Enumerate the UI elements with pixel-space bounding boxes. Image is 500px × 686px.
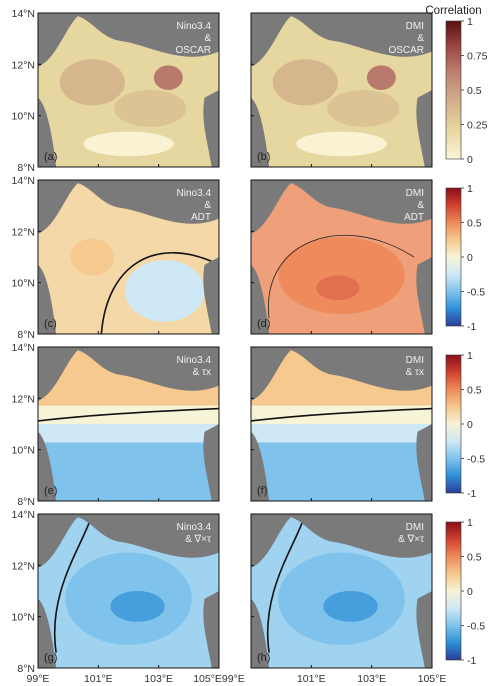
panel-label: (e) (44, 485, 57, 497)
panel-title-line: & ∇×τ (185, 534, 211, 545)
panel-title-line: ADT (404, 212, 424, 223)
colorbar-tick-label: -0.5 (467, 287, 485, 299)
y-tick-label: 8°N (17, 496, 35, 508)
x-tick-label: 105°E (418, 673, 447, 685)
colorbar-tick-label: 1 (467, 517, 473, 529)
panel-d: DMI&ADT (d) (250, 179, 433, 335)
colorbar: 1 0.75 0.5 0.25 0 Correlation (425, 5, 487, 166)
panel-title-line: & ∇×τ (398, 534, 424, 545)
panel-b: DMI&OSCAR (b) (250, 12, 433, 168)
panel-title-line: OSCAR (175, 45, 211, 56)
colorbar-title: Correlation (425, 5, 481, 17)
colorbar-tick-label: 1 (467, 16, 473, 28)
panel-title-line: OSCAR (388, 45, 424, 56)
colorbar: 1 0.5 0 -0.5 -1 (445, 183, 485, 333)
panel-frame (250, 12, 433, 168)
panel-a: Nino3.4&OSCAR (a) (37, 12, 220, 168)
x-tick-label: 99°E (27, 673, 50, 685)
panel-title-line: & (204, 33, 211, 44)
y-tick-label: 10°N (12, 445, 35, 457)
panel-title-line: Nino3.4 (177, 188, 212, 199)
x-tick-label: 101°E (297, 673, 326, 685)
y-tick-label: 14°N (12, 8, 35, 20)
panel-frame (37, 346, 220, 502)
colorbar-tick-label: -0.5 (467, 621, 485, 633)
colorbar-tick-label: 0.5 (467, 552, 482, 564)
y-tick-label: 14°N (12, 175, 35, 187)
y-tick-label: 12°N (12, 226, 35, 238)
x-tick-label: 103°E (357, 673, 386, 685)
colorbar: 1 0.5 0 -0.5 -1 (445, 517, 485, 667)
panel-label: (d) (257, 318, 270, 330)
x-tick-label: 105°E99°E (193, 673, 245, 685)
colorbar-tick-label: -0.5 (467, 454, 485, 466)
y-tick-label: 12°N (12, 59, 35, 71)
y-tick-label: 8°N (17, 329, 35, 341)
panel-frame (250, 179, 433, 335)
panel-title-line: Nino3.4 (177, 355, 212, 366)
colorbar-tick-label: 0.75 (467, 51, 488, 63)
y-tick-label: 14°N (12, 509, 35, 521)
panel-title-line: DMI (406, 188, 424, 199)
y-tick-label: 12°N (12, 393, 35, 405)
panel-title-line: & (204, 200, 211, 211)
colorbar-tick-label: 0.25 (467, 120, 488, 132)
colorbar-tick-label: -1 (467, 321, 476, 333)
colorbar-tick-label: 1 (467, 183, 473, 195)
panel-title-line: & τx (193, 367, 211, 378)
panel-title-line: Nino3.4 (177, 522, 212, 533)
panel-f: DMI& τx (f) (250, 346, 433, 502)
colorbar-tick-label: 0 (467, 154, 473, 166)
panel-title-line: & τx (406, 367, 424, 378)
y-tick-label: 10°N (12, 612, 35, 624)
panel-title-line: ADT (191, 212, 211, 223)
panel-h: DMI& ∇×τ (h) (250, 513, 433, 669)
panel-label: (c) (44, 318, 57, 330)
colorbar-tick-label: 0.5 (467, 385, 482, 397)
panel-label: (h) (257, 652, 270, 664)
panel-e: Nino3.4& τx (e) (37, 346, 220, 502)
colorbar-tick-label: 0.5 (467, 218, 482, 230)
panel-c: Nino3.4&ADT (c) (37, 179, 220, 335)
colorbar-tick-label: -1 (467, 488, 476, 500)
panel-frame (37, 179, 220, 335)
panel-frame (250, 513, 433, 669)
panel-title-line: Nino3.4 (177, 21, 212, 32)
panel-label: (a) (44, 151, 57, 163)
panel-frame (37, 513, 220, 669)
y-tick-label: 8°N (17, 663, 35, 675)
x-tick-label: 103°E (144, 673, 173, 685)
panel-title-line: DMI (406, 21, 424, 32)
panel-title-line: & (417, 200, 424, 211)
colorbar-tick-label: 0 (467, 419, 473, 431)
panel-frame (37, 12, 220, 168)
panel-title-line: & (417, 33, 424, 44)
panel-label: (b) (257, 151, 270, 163)
panel-frame (250, 346, 433, 502)
x-tick-label: 101°E (84, 673, 113, 685)
y-tick-label: 10°N (12, 278, 35, 290)
colorbar-tick-label: 0 (467, 586, 473, 598)
colorbar-tick-label: -1 (467, 655, 476, 667)
panel-label: (g) (44, 652, 57, 664)
panel-label: (f) (257, 485, 267, 497)
colorbar: 1 0.5 0 -0.5 -1 (445, 350, 485, 500)
colorbar-tick-label: 0 (467, 252, 473, 264)
y-tick-label: 14°N (12, 342, 35, 354)
panel-title-line: DMI (406, 355, 424, 366)
colorbar-tick-label: 0.5 (467, 85, 482, 97)
panel-title-line: DMI (406, 522, 424, 533)
colorbar-tick-label: 1 (467, 350, 473, 362)
y-tick-label: 8°N (17, 162, 35, 174)
y-tick-label: 12°N (12, 560, 35, 572)
y-tick-label: 10°N (12, 111, 35, 123)
panel-g: Nino3.4& ∇×τ (g) (37, 513, 220, 669)
